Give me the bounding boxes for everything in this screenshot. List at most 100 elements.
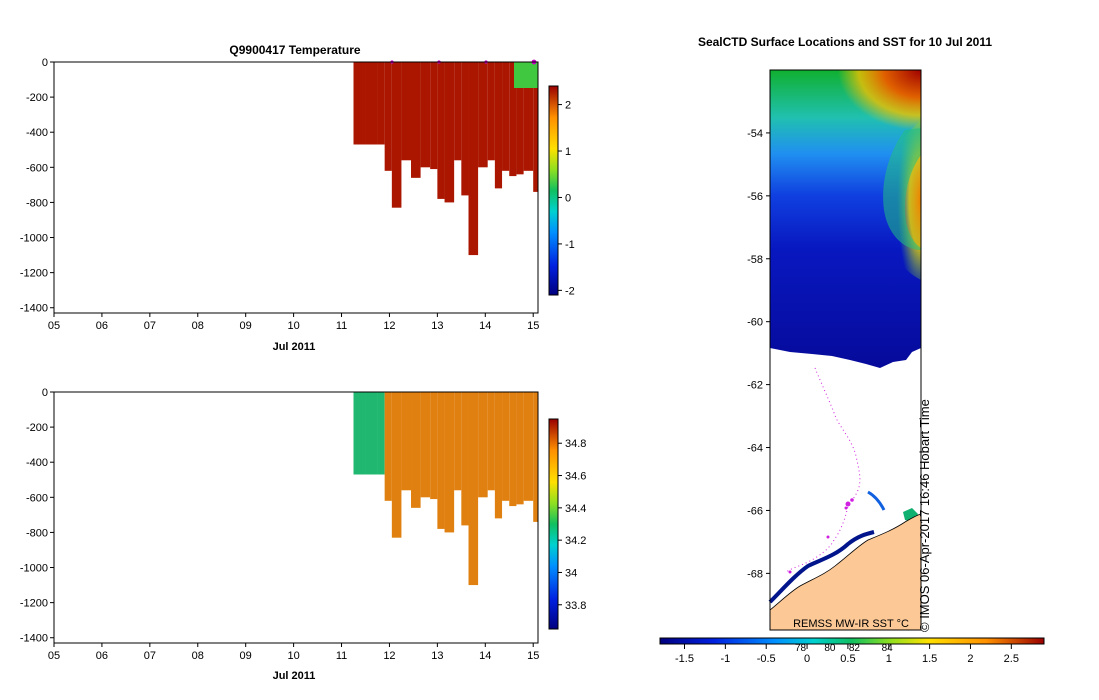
profile-column bbox=[487, 62, 495, 161]
map-y-tick-label: -64 bbox=[747, 443, 763, 455]
x-tick-label: 05 bbox=[48, 320, 60, 332]
profile-column bbox=[420, 62, 431, 168]
map-y-axis: -54 -56 -58 -60 -62 -64 -66 -68 bbox=[747, 128, 770, 580]
salinity-y-axis: 0 -200 -400 -600 -800 -1000 -1200 -1400 bbox=[20, 387, 54, 645]
map-axes-box bbox=[769, 69, 922, 631]
colorbar-tick-label: -2 bbox=[565, 285, 575, 297]
profile-column bbox=[437, 392, 445, 529]
map-colorbar-extra-label: 84 bbox=[882, 643, 894, 654]
y-tick-label: -1200 bbox=[20, 268, 48, 280]
x-tick-label: 11 bbox=[336, 320, 347, 332]
y-tick-label: -1000 bbox=[20, 563, 48, 575]
map-y-tick-label: -68 bbox=[747, 568, 763, 580]
profile-column bbox=[494, 392, 503, 519]
y-tick-label: -200 bbox=[26, 92, 48, 104]
profile-column bbox=[494, 62, 503, 189]
temperature-y-axis: 0 -200 -400 -600 -800 -1000 -1200 -1400 bbox=[20, 57, 54, 315]
salinity-profiles bbox=[353, 392, 538, 586]
x-tick-label: 09 bbox=[240, 320, 252, 332]
colorbar-tick-label: 2 bbox=[565, 100, 571, 112]
map-colorbar-extra-label: 80 bbox=[824, 643, 836, 654]
x-tick-label: 08 bbox=[192, 650, 204, 662]
map-y-tick-label: -62 bbox=[747, 380, 763, 392]
map-colorbar-label: REMSS MW-IR SST °C bbox=[793, 618, 909, 630]
x-tick-label: 15 bbox=[527, 650, 539, 662]
x-tick-label: 09 bbox=[240, 650, 252, 662]
profile-column bbox=[401, 392, 412, 491]
map-colorbar-tick-label: -1.5 bbox=[675, 653, 694, 665]
profile-column bbox=[468, 62, 479, 256]
profile-column bbox=[384, 62, 392, 171]
map-y-tick-label: -56 bbox=[747, 191, 763, 203]
map-colorbar-extra-label: 82 bbox=[849, 643, 861, 654]
temperature-panel: Q9900417 Temperature 0 -200 -400 -600 -800 -1… bbox=[20, 43, 575, 353]
x-tick-label: 11 bbox=[336, 650, 347, 662]
profile-column bbox=[430, 392, 438, 500]
surface-warm-patch bbox=[514, 62, 538, 88]
profile-column bbox=[502, 392, 510, 501]
profile-column bbox=[461, 392, 469, 526]
profile-column bbox=[454, 392, 462, 491]
seal-location bbox=[844, 506, 848, 510]
y-tick-label: 0 bbox=[42, 57, 48, 69]
salinity-colorbar bbox=[548, 418, 559, 630]
profile-column bbox=[468, 392, 479, 586]
x-tick-label: 10 bbox=[287, 320, 299, 332]
x-tick-label: 07 bbox=[144, 650, 156, 662]
x-tick-label: 13 bbox=[431, 320, 443, 332]
x-tick-label: 06 bbox=[96, 320, 108, 332]
temperature-x-label: Jul 2011 bbox=[273, 341, 316, 353]
seal-location bbox=[845, 501, 851, 507]
profile-column bbox=[516, 392, 524, 505]
sst-green-front bbox=[883, 128, 921, 250]
copyright-stamp: © IMOS 06-Apr-2017 16:46 Hobart Time bbox=[917, 399, 932, 632]
map-colorbar-tick-label: 0.5 bbox=[840, 653, 855, 665]
colorbar-tick-label: 33.8 bbox=[565, 600, 586, 612]
y-tick-label: -1400 bbox=[20, 633, 48, 645]
map-colorbar-tick-label: 1 bbox=[886, 653, 892, 665]
profile-column bbox=[478, 62, 488, 168]
y-tick-label: -1000 bbox=[20, 233, 48, 245]
seal-location bbox=[788, 570, 792, 574]
profile-column bbox=[401, 62, 412, 161]
y-tick-label: -1200 bbox=[20, 598, 48, 610]
profile-column bbox=[353, 392, 366, 475]
antarctica-land bbox=[769, 513, 922, 631]
salinity-colorbar-ticks: 34.8 34.6 34.4 34.2 34 33.8 bbox=[558, 438, 586, 612]
profile-column bbox=[444, 62, 455, 203]
profile-column bbox=[377, 62, 385, 145]
x-tick-label: 14 bbox=[479, 320, 491, 332]
profile-column bbox=[353, 62, 366, 145]
x-tick-label: 08 bbox=[192, 320, 204, 332]
salinity-axes-box bbox=[53, 391, 539, 644]
map-colorbar-tick-label: -1 bbox=[720, 653, 730, 665]
temperature-colorbar-ticks: 2 1 0 -1 -2 bbox=[558, 100, 575, 297]
map-y-tick-label: -60 bbox=[747, 317, 763, 329]
profile-column bbox=[377, 392, 385, 475]
profile-column bbox=[391, 62, 402, 208]
y-tick-label: -200 bbox=[26, 422, 48, 434]
profile-column bbox=[487, 392, 495, 491]
profile-column bbox=[365, 62, 378, 145]
map-colorbar-tick-label: 1.5 bbox=[922, 653, 937, 665]
profile-column bbox=[461, 62, 469, 196]
temperature-axes-box bbox=[53, 61, 539, 314]
profile-column bbox=[444, 392, 455, 533]
map-colorbar-tick-label: 2.5 bbox=[1004, 653, 1019, 665]
y-tick-label: -1400 bbox=[20, 303, 48, 315]
profile-column bbox=[533, 62, 538, 192]
x-tick-label: 15 bbox=[527, 320, 539, 332]
x-tick-label: 12 bbox=[383, 320, 395, 332]
profile-column bbox=[384, 392, 392, 501]
y-tick-label: -600 bbox=[26, 492, 48, 504]
x-tick-label: 07 bbox=[144, 320, 156, 332]
profile-column bbox=[478, 392, 488, 498]
seal-location bbox=[826, 535, 830, 539]
sst-field bbox=[770, 70, 921, 368]
map-colorbar-extra-label: 78 bbox=[795, 643, 807, 654]
x-tick-label: 14 bbox=[479, 650, 491, 662]
profile-column bbox=[516, 62, 524, 175]
salinity-panel: 0-200-400-600-800-1000-1200-1400 05 06 07 0… bbox=[20, 387, 587, 682]
profile-column bbox=[365, 392, 378, 475]
